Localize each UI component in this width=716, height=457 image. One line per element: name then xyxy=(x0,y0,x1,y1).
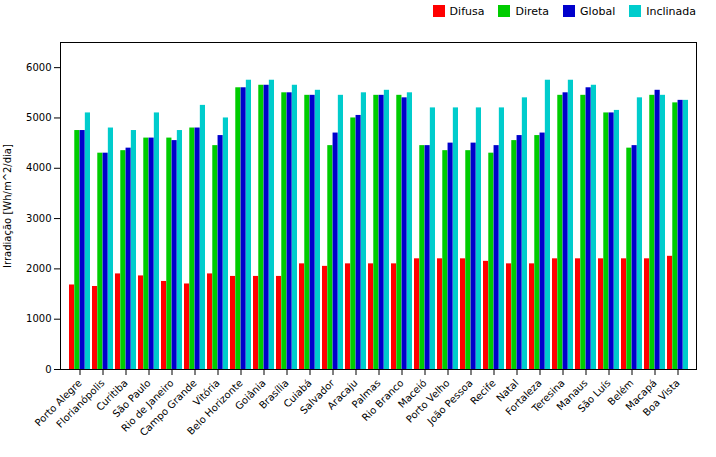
html-text:Direta: Direta xyxy=(515,4,550,18)
svg-text:Rio Branco: Rio Branco xyxy=(359,377,406,424)
svg-text:João Pessoa: João Pessoa xyxy=(424,377,474,427)
svg-text:3000: 3000 xyxy=(26,213,51,224)
svg-text:Salvador: Salvador xyxy=(297,377,337,416)
svg-text:Belo Horizonte: Belo Horizonte xyxy=(185,377,245,437)
html-text:Difusa: Difusa xyxy=(449,4,485,18)
html-text:Global: Global xyxy=(580,4,616,18)
svg-text:Cuiabá: Cuiabá xyxy=(281,377,314,410)
svg-text:Aracaju: Aracaju xyxy=(325,377,360,412)
svg-text:Goiânia: Goiânia xyxy=(233,377,268,412)
svg-text:0: 0 xyxy=(45,364,51,375)
svg-text:6000: 6000 xyxy=(26,62,51,73)
svg-text:4000: 4000 xyxy=(26,162,51,173)
svg-text:Rio de Janeiro: Rio de Janeiro xyxy=(119,377,176,434)
svg-text:Porto Velho: Porto Velho xyxy=(403,377,452,425)
svg-text:Recife: Recife xyxy=(468,377,497,406)
svg-text:São Luís: São Luís xyxy=(576,377,613,414)
svg-text:Porto Alegre: Porto Alegre xyxy=(32,377,84,429)
svg-text:Teresina: Teresina xyxy=(529,377,567,414)
svg-text:Curitiba: Curitiba xyxy=(94,377,130,413)
svg-text:Belém: Belém xyxy=(605,377,636,408)
svg-text:Brasília: Brasília xyxy=(256,377,291,411)
html-text:Inclinada: Inclinada xyxy=(646,4,696,18)
svg-text:Vitória: Vitória xyxy=(190,377,222,408)
svg-text:1000: 1000 xyxy=(26,313,51,324)
svg-text:5000: 5000 xyxy=(26,112,51,123)
svg-text:2000: 2000 xyxy=(26,263,51,274)
svg-text:Florianópolis: Florianópolis xyxy=(54,377,107,430)
svg-text:Campo Grande: Campo Grande xyxy=(137,377,199,439)
svg-text:Boa Vista: Boa Vista xyxy=(641,377,682,418)
svg-text:Natal: Natal xyxy=(494,377,521,404)
svg-text:Irradiação [Wh/m^2/dia]: Irradiação [Wh/m^2/dia] xyxy=(2,144,13,268)
svg-text:Macapá: Macapá xyxy=(623,377,659,413)
svg-text:Maceió: Maceió xyxy=(395,377,429,410)
svg-text:Palmas: Palmas xyxy=(349,377,383,411)
svg-text:Fortaleza: Fortaleza xyxy=(503,377,544,418)
svg-text:Manaus: Manaus xyxy=(554,377,590,413)
svg-text:São Paulo: São Paulo xyxy=(110,377,153,420)
